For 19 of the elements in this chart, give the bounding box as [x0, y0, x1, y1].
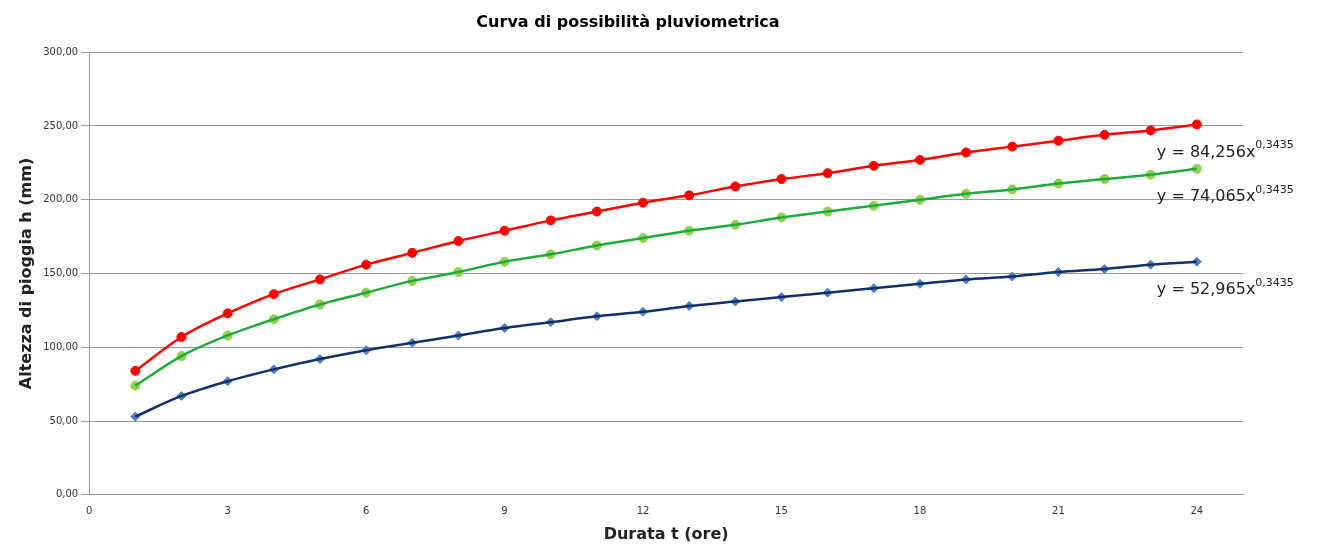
- x-tick-label: 0: [86, 505, 93, 517]
- x-tick-label: 9: [501, 505, 508, 517]
- y-tick-label: 150,00: [43, 267, 79, 279]
- x-tick-label: 18: [913, 505, 927, 517]
- x-tick-label: 6: [362, 505, 370, 517]
- x-axis-title: Durata t (ore): [603, 523, 729, 543]
- y-tick-label: 300,00: [43, 45, 79, 57]
- y-tick-label: 200,00: [43, 193, 79, 205]
- x-tick-label: 12: [636, 505, 650, 517]
- y-axis-title: Altezza di pioggia h (mm): [15, 157, 35, 390]
- x-tick-label: 24: [1190, 505, 1204, 517]
- y-tick-label: 250,00: [43, 119, 79, 131]
- x-tick-label: 21: [1052, 505, 1065, 517]
- chart-title: Curva di possibilità pluviometrica: [476, 11, 780, 31]
- x-tick-label: 15: [775, 505, 788, 517]
- y-tick-label: 100,00: [43, 340, 79, 352]
- x-tick-label: 3: [224, 505, 231, 517]
- y-tick-label: 0,00: [55, 488, 79, 500]
- y-tick-label: 50,00: [49, 414, 79, 426]
